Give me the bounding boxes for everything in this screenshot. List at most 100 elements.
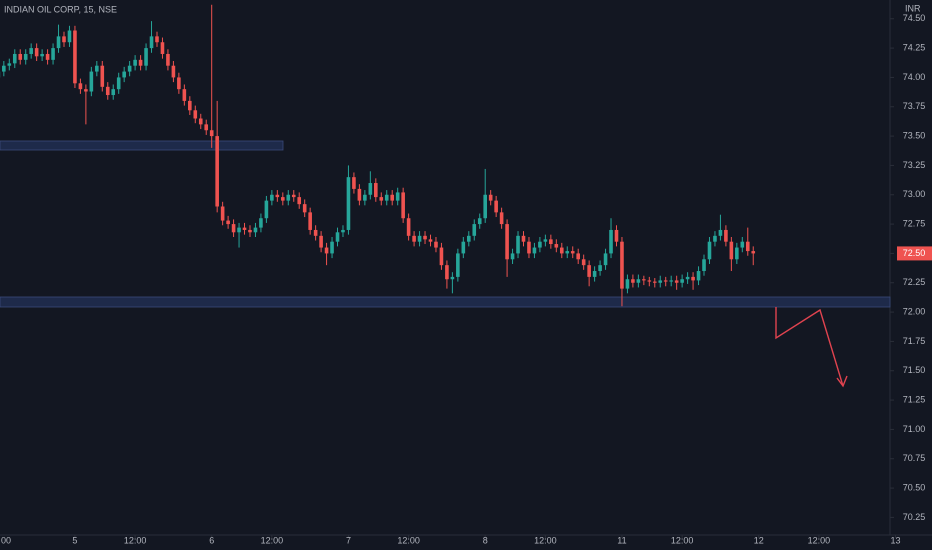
candle-body — [751, 251, 756, 254]
y-tick-label: 70.75 — [903, 453, 926, 463]
candle-body — [138, 59, 143, 66]
candle-body — [620, 241, 624, 289]
y-tick-label: 73.25 — [903, 160, 926, 170]
candle-body — [253, 227, 258, 233]
candle-body — [7, 63, 12, 66]
candle-body — [352, 177, 356, 189]
candle-body — [237, 227, 241, 233]
axis-unit: INR — [905, 3, 921, 13]
candle-body — [461, 241, 466, 254]
y-tick-label: 72.00 — [903, 306, 926, 316]
candle-body — [73, 30, 77, 84]
candle-body — [691, 276, 695, 281]
candle-body — [538, 241, 542, 248]
candle-body — [587, 265, 591, 277]
candle-body — [242, 227, 247, 230]
candle-body — [160, 42, 165, 54]
candle-body — [439, 247, 444, 266]
arrow-head — [836, 375, 848, 388]
candle-body — [341, 229, 345, 233]
candle-body — [335, 232, 340, 242]
candle-body — [166, 53, 170, 66]
candle-body — [434, 241, 438, 248]
candle-body — [18, 53, 23, 60]
candle-body — [466, 235, 471, 242]
candle-body — [483, 194, 488, 219]
candle-body — [177, 77, 181, 90]
candle-body — [603, 253, 608, 266]
candle-body — [291, 194, 296, 198]
candle-body — [62, 36, 66, 43]
candle-body — [445, 265, 449, 280]
x-tick-label: 12:00 — [261, 535, 284, 545]
candle-body — [313, 229, 318, 236]
candle-body — [472, 224, 477, 236]
candle-body — [417, 235, 422, 242]
candle-body — [669, 280, 673, 282]
y-tick-label: 74.25 — [903, 42, 926, 52]
y-tick-label: 74.50 — [903, 13, 926, 23]
candle-body — [259, 218, 263, 228]
y-tick-label: 72.25 — [903, 277, 926, 287]
candle-body — [133, 59, 137, 66]
x-tick-label: 12:00 — [808, 535, 831, 545]
candle-body — [198, 118, 203, 125]
candle-body — [89, 71, 94, 92]
candle-body — [40, 53, 44, 57]
candle-body — [521, 235, 526, 242]
candle-body — [713, 235, 717, 242]
candle-body — [193, 110, 198, 119]
candle-body — [423, 235, 427, 240]
candle-body — [549, 239, 553, 245]
candle-body — [401, 192, 405, 219]
candles — [0, 4, 756, 307]
candle-body — [636, 279, 641, 283]
candle-body — [516, 235, 520, 254]
candle-body — [324, 247, 329, 254]
candle-body — [527, 241, 531, 254]
x-tick-label: 13 — [890, 535, 900, 545]
candle-body — [576, 253, 580, 260]
candle-body — [286, 194, 291, 201]
x-tick-label: 7 — [346, 535, 351, 545]
candle-body — [510, 253, 515, 260]
candle-body — [220, 206, 225, 221]
candle-body — [319, 235, 323, 248]
candle-body — [614, 229, 619, 242]
candle-body — [647, 280, 652, 282]
candle-body — [663, 280, 668, 282]
candle-body — [707, 241, 712, 260]
candle-body — [718, 229, 723, 236]
candle-body — [477, 218, 482, 225]
candle-body — [248, 229, 252, 233]
candle-body — [12, 53, 17, 64]
candle-body — [384, 194, 389, 201]
candle-body — [625, 279, 630, 289]
candle-body — [685, 276, 690, 280]
candle-body — [122, 71, 126, 78]
zone — [0, 296, 891, 308]
candle-body — [565, 251, 570, 254]
candle-body — [111, 89, 116, 96]
candle-body — [264, 200, 269, 219]
candle-body — [456, 253, 460, 277]
y-tick-label: 71.25 — [903, 394, 926, 404]
candle-body — [581, 259, 586, 266]
candle-body — [543, 239, 548, 242]
candle-body — [729, 241, 734, 260]
y-tick-label: 74.00 — [903, 72, 926, 82]
candle-body — [559, 247, 564, 254]
candle-body — [215, 136, 219, 207]
x-tick-label: 12:00 — [124, 535, 147, 545]
candle-body — [680, 279, 684, 283]
candle-body — [740, 241, 745, 248]
candle-body — [116, 77, 121, 90]
candle-body — [499, 212, 504, 225]
candle-body — [412, 235, 416, 242]
candle-body — [105, 86, 110, 96]
x-tick-label: 00 — [1, 535, 11, 545]
candle-body — [735, 247, 739, 260]
last-price-box — [897, 246, 932, 261]
candle-body — [51, 48, 55, 60]
